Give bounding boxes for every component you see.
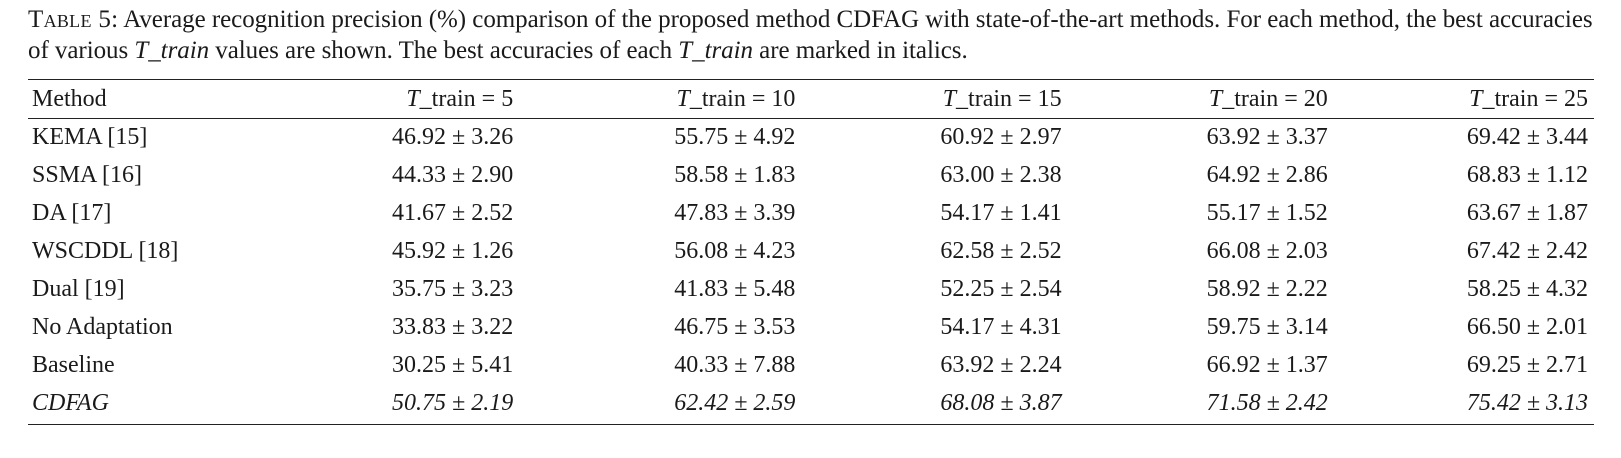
column-header-t-train-5: T_train = 5 (263, 80, 529, 118)
header-t-var: T (1208, 85, 1223, 112)
table-row: Baseline 30.25 ± 5.41 40.33 ± 7.88 63.92… (28, 346, 1594, 384)
accuracy-cell: 69.25 ± 2.71 (1466, 351, 1588, 378)
caption-text-3: are marked in italics. (752, 37, 968, 64)
accuracy-cell: 69.42 ± 3.44 (1466, 123, 1588, 150)
caption-text-1: Average recognition precision (%) compar… (28, 6, 1593, 64)
table-row-best: CDFAG 50.75 ± 2.19 62.42 ± 2.59 68.08 ± … (28, 384, 1594, 422)
accuracy-cell: 68.83 ± 1.12 (1466, 161, 1588, 188)
column-header-t-train-10: T_train = 10 (529, 80, 796, 118)
column-header-method: Method (32, 85, 107, 112)
method-name: Dual [19] (32, 275, 125, 302)
table-header-row: Method T_train = 5 T_train = 10 T_train … (28, 80, 1594, 118)
accuracy-cell: 30.25 ± 5.41 (392, 351, 514, 378)
table-bottom-rule (28, 424, 1594, 425)
accuracy-cell: 59.75 ± 3.14 (1206, 313, 1328, 340)
accuracy-cell: 62.58 ± 2.52 (940, 237, 1062, 264)
header-label: _train = 20 (1222, 85, 1328, 112)
table-number-label: Table 5: (28, 6, 119, 33)
header-label: _train = 10 (689, 85, 796, 112)
accuracy-cell: 45.92 ± 1.26 (392, 237, 514, 264)
method-name: KEMA [15] (32, 123, 148, 150)
accuracy-cell: 75.42 ± 3.13 (1466, 389, 1588, 416)
accuracy-cell: 64.92 ± 2.86 (1206, 161, 1328, 188)
table-row: WSCDDL [18] 45.92 ± 1.26 56.08 ± 4.23 62… (28, 232, 1594, 270)
accuracy-cell: 66.50 ± 2.01 (1466, 313, 1588, 340)
accuracy-cell: 55.17 ± 1.52 (1206, 199, 1328, 226)
accuracy-cell: 60.92 ± 2.97 (940, 123, 1062, 150)
accuracy-cell: 63.92 ± 3.37 (1206, 123, 1328, 150)
accuracy-cell: 71.58 ± 2.42 (1206, 389, 1328, 416)
accuracy-cell: 44.33 ± 2.90 (392, 161, 514, 188)
accuracy-cell: 47.83 ± 3.39 (674, 199, 796, 226)
header-t-var: T (942, 85, 957, 112)
accuracy-cell: 66.92 ± 1.37 (1206, 351, 1328, 378)
accuracy-cell: 55.75 ± 4.92 (674, 123, 796, 150)
accuracy-cell: 62.42 ± 2.59 (674, 389, 796, 416)
header-t-var: T (676, 85, 690, 112)
table-row: SSMA [16] 44.33 ± 2.90 58.58 ± 1.83 63.0… (28, 156, 1594, 194)
accuracy-cell: 63.00 ± 2.38 (940, 161, 1062, 188)
accuracy-cell: 67.42 ± 2.42 (1466, 237, 1588, 264)
header-label: _train = 15 (956, 85, 1062, 112)
accuracy-cell: 50.75 ± 2.19 (392, 389, 514, 416)
method-name: SSMA [16] (32, 161, 143, 188)
caption-text-2: values are shown. The best accuracies of… (209, 37, 679, 64)
table-row: No Adaptation 33.83 ± 3.22 46.75 ± 3.53 … (28, 308, 1594, 346)
accuracy-cell: 33.83 ± 3.22 (392, 313, 514, 340)
accuracy-cell: 41.83 ± 5.48 (674, 275, 796, 302)
column-header-t-train-15: T_train = 15 (795, 80, 1062, 118)
accuracy-cell: 46.92 ± 3.26 (392, 123, 514, 150)
header-label: _train = 5 (419, 85, 514, 112)
caption-variable-2: T_train (678, 37, 753, 64)
accuracy-cell: 40.33 ± 7.88 (674, 351, 796, 378)
method-name: DA [17] (32, 199, 112, 226)
method-name: No Adaptation (32, 313, 173, 340)
header-t-var: T (1469, 85, 1483, 112)
table-header-rule (28, 118, 1594, 119)
column-header-t-train-25: T_train = 25 (1328, 80, 1594, 118)
caption-variable-1: T_train (134, 37, 210, 64)
column-header-t-train-20: T_train = 20 (1062, 80, 1328, 118)
accuracy-cell: 63.67 ± 1.87 (1466, 199, 1588, 226)
accuracy-cell: 58.92 ± 2.22 (1206, 275, 1328, 302)
accuracy-cell: 35.75 ± 3.23 (392, 275, 514, 302)
header-t-var: T (406, 85, 420, 112)
accuracy-cell: 46.75 ± 3.53 (674, 313, 796, 340)
header-label: _train = 25 (1482, 85, 1588, 112)
table-row: Dual [19] 35.75 ± 3.23 41.83 ± 5.48 52.2… (28, 270, 1594, 308)
accuracy-cell: 41.67 ± 2.52 (392, 199, 514, 226)
accuracy-cell: 68.08 ± 3.87 (940, 389, 1062, 416)
accuracy-cell: 63.92 ± 2.24 (940, 351, 1062, 378)
results-table: Method T_train = 5 T_train = 10 T_train … (28, 80, 1594, 422)
accuracy-cell: 58.25 ± 4.32 (1466, 275, 1588, 302)
accuracy-cell: 54.17 ± 4.31 (940, 313, 1062, 340)
accuracy-cell: 56.08 ± 4.23 (674, 237, 796, 264)
method-name: Baseline (32, 351, 115, 378)
method-name: WSCDDL [18] (32, 237, 179, 264)
accuracy-cell: 54.17 ± 1.41 (940, 199, 1062, 226)
accuracy-cell: 52.25 ± 2.54 (940, 275, 1062, 302)
accuracy-cell: 58.58 ± 1.83 (674, 161, 796, 188)
table-caption: Table 5: Average recognition precision (… (28, 4, 1603, 66)
table-body: KEMA [15] 46.92 ± 3.26 55.75 ± 4.92 60.9… (28, 118, 1594, 422)
table-row: KEMA [15] 46.92 ± 3.26 55.75 ± 4.92 60.9… (28, 118, 1594, 156)
accuracy-cell: 66.08 ± 2.03 (1206, 237, 1328, 264)
table-top-rule (28, 79, 1594, 80)
table-row: DA [17] 41.67 ± 2.52 47.83 ± 3.39 54.17 … (28, 194, 1594, 232)
method-name: CDFAG (32, 389, 109, 416)
